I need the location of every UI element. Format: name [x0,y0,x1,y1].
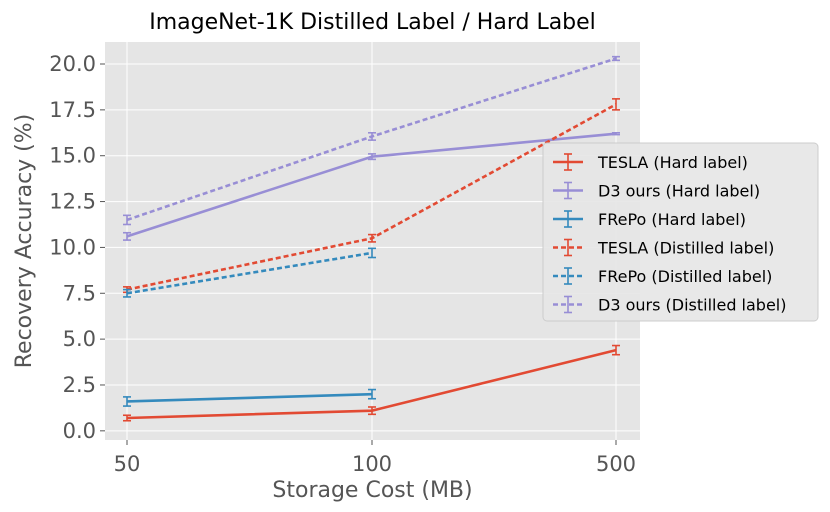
y-tick-label: 5.0 [63,327,96,351]
legend-entry: FRePo (Distilled label) [553,267,772,286]
legend-entry: D3 ours (Hard label) [553,182,760,201]
x-tick-label: 500 [596,452,636,476]
x-axis-label: Storage Cost (MB) [272,478,472,503]
legend: TESLA (Hard label) D3 ours (Hard label) FR… [542,142,819,322]
legend-entry: TESLA (Hard label) [553,153,748,172]
legend-label: FRePo (Distilled label) [598,267,772,286]
series-line [126,251,373,295]
legend-entry: TESLA (Distilled label) [553,239,774,258]
x-tick-label: 100 [352,452,392,476]
series-1 [123,131,620,241]
legend-label: D3 ours (Hard label) [598,182,760,201]
legend-entry: FRePo (Hard label) [553,210,746,229]
series-layer [123,55,620,422]
legend-label: D3 ours (Distilled label) [598,296,787,315]
series-line [126,392,373,403]
legend-box [542,142,819,322]
y-tick-label: 7.5 [63,281,96,305]
ticks: 0.0 2.5 5.0 7.5 10.0 12.5 15.0 17.5 20.0 50 100 500 [49,52,636,476]
legend-entry: D3 ours (Distilled label) [553,296,787,315]
legend-label: TESLA (Distilled label) [597,239,774,258]
legend-label: FRePo (Hard label) [598,210,746,229]
series-4 [123,247,376,298]
series-5 [123,55,620,226]
legend-label: TESLA (Hard label) [597,153,748,172]
y-tick-label: 0.0 [63,419,96,443]
y-tick-label: 12.5 [49,190,96,214]
y-axis-label: Recovery Accuracy (%) [12,114,37,369]
series-0 [123,344,620,422]
y-tick-label: 17.5 [49,98,96,122]
chart-title: ImageNet-1K Distilled Label / Hard Label [149,10,596,35]
y-tick-label: 10.0 [49,235,96,259]
y-tick-label: 2.5 [63,373,96,397]
y-tick-label: 20.0 [49,52,96,76]
x-tick-label: 50 [114,452,141,476]
y-tick-label: 15.0 [49,144,96,168]
series-2 [123,388,376,407]
